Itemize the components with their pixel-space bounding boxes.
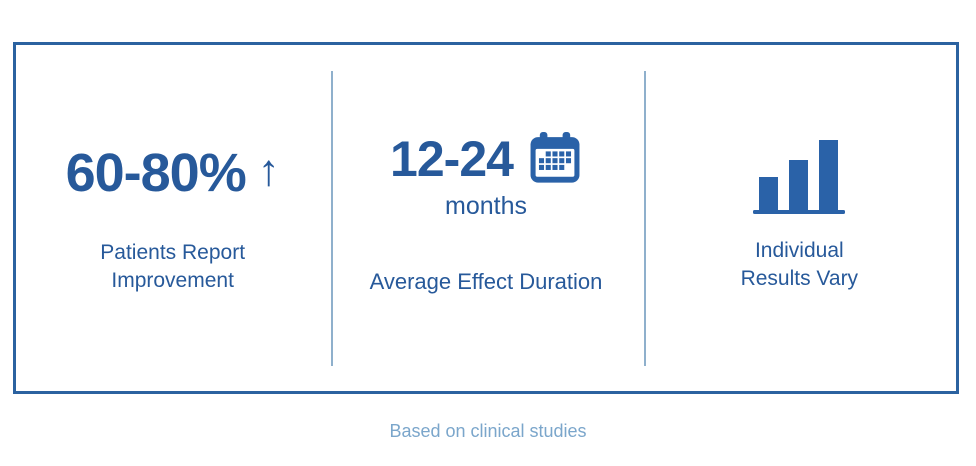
- stat-panel-results: Individual Results Vary: [643, 45, 956, 391]
- stat-label-line: Patients Report: [100, 241, 246, 264]
- stat-label-line: Results Vary: [740, 267, 859, 290]
- panel-divider: [644, 71, 646, 366]
- improvement-stat-label: Patients Report Improvement: [100, 239, 245, 295]
- duration-stat-label: Average Effect Duration: [369, 269, 603, 294]
- stat-value-row: 60-80% ↑: [66, 146, 280, 200]
- results-stat-label: Individual Results Vary: [741, 237, 858, 293]
- stat-panel-duration: 12-24 months Average Effect Du: [329, 45, 642, 391]
- stats-frame: 60-80% ↑ Patients Report Improvement 12-…: [13, 42, 959, 394]
- improvement-stat-value: 60-80%: [65, 143, 247, 203]
- footnote: Based on clinical studies: [389, 421, 587, 441]
- calendar-icon: [530, 132, 580, 183]
- bar-chart-icon: [753, 140, 846, 214]
- stat-label-line: Individual: [754, 239, 844, 262]
- arrow-up-icon: ↑: [257, 146, 280, 195]
- stat-value-row: 12-24: [390, 131, 582, 187]
- panel-divider: [331, 71, 333, 366]
- stat-label-line: Improvement: [111, 269, 234, 292]
- stat-panel-improvement: 60-80% ↑ Patients Report Improvement: [16, 45, 329, 391]
- duration-unit-label: months: [445, 192, 527, 220]
- duration-stat-value: 12-24: [390, 131, 514, 187]
